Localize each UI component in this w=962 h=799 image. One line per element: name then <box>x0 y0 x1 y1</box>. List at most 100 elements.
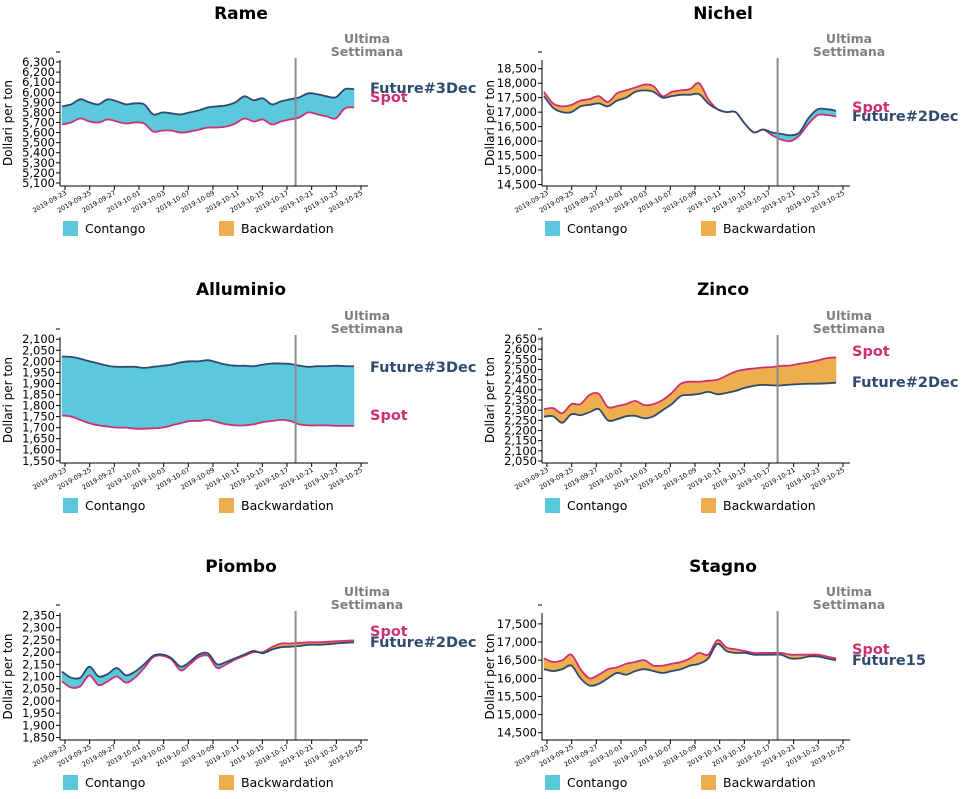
spread-segment <box>89 360 99 426</box>
y-tick-label: 1,550 <box>22 454 55 468</box>
spot-series-label: Spot <box>852 344 890 360</box>
y-tick-label: 2,200 <box>504 423 537 437</box>
spread-segment <box>180 112 191 133</box>
y-axis-label: Dollari per ton <box>1 357 15 443</box>
legend-contango-swatch <box>63 775 78 790</box>
y-tick-label: 2,100 <box>504 444 537 458</box>
spot-line <box>61 639 355 689</box>
y-tick-label: 1,800 <box>22 399 55 413</box>
spread-segment <box>89 101 99 123</box>
week-label-line1: Ultima <box>826 308 872 323</box>
y-tick-label: 17,000 <box>497 635 537 649</box>
spread-segment <box>753 367 764 387</box>
y-tick-label: 17,500 <box>497 91 537 105</box>
future-series-label: Future#2Dec <box>852 109 958 125</box>
y-tick-label: 15,500 <box>497 149 537 163</box>
spread-segment <box>298 365 309 426</box>
legend-contango-label: Contango <box>567 775 627 790</box>
y-tick-label: 16,000 <box>497 671 537 685</box>
future-line <box>543 642 837 687</box>
week-label-line1: Ultima <box>826 31 872 46</box>
y-tick-label: 1,750 <box>22 410 55 424</box>
y-tick-label: 2,250 <box>22 633 55 647</box>
y-tick-label: 2,100 <box>22 332 55 346</box>
y-tick-label: 6,300 <box>22 55 55 69</box>
spread-segment <box>116 366 127 428</box>
future-series-label: Future#2Dec <box>370 635 476 651</box>
y-tick-label: 5,900 <box>22 95 55 109</box>
spread-segment <box>198 359 209 422</box>
y-tick-label: 1,900 <box>22 376 55 390</box>
spread-segment <box>253 364 264 425</box>
spread-fills <box>543 639 837 687</box>
y-tick-label: 15,000 <box>497 163 537 177</box>
y-tick-label: 5,300 <box>22 156 55 170</box>
future-line <box>543 381 837 424</box>
spread-segment <box>61 356 72 417</box>
spread-segment <box>207 106 218 128</box>
spread-segment <box>344 365 355 427</box>
legend-backwardation-swatch <box>219 498 234 513</box>
y-tick-label: 2,450 <box>504 373 537 387</box>
y-tick-label: 5,200 <box>22 166 55 180</box>
legend-backwardation-swatch <box>219 775 234 790</box>
week-label-line2: Settimana <box>331 597 404 612</box>
future-series-label: Future#3Dec <box>370 360 476 376</box>
chart-title: Rame <box>214 4 268 24</box>
y-tick-label: 16,500 <box>497 120 537 134</box>
chart-title: Stagno <box>689 557 757 577</box>
spread-segment <box>134 103 145 124</box>
chart-nichel: NichelUltimaSettimana14,50015,00015,5001… <box>483 4 958 236</box>
spread-segment <box>79 358 90 424</box>
y-tick-label: 18,000 <box>497 76 537 90</box>
y-tick-label: 1,900 <box>22 718 55 732</box>
y-tick-label: 1,950 <box>22 365 55 379</box>
spread-segment <box>225 364 236 426</box>
spread-segment <box>308 365 318 426</box>
spot-line <box>543 356 837 415</box>
legend-backwardation-label: Backwardation <box>723 498 816 513</box>
y-tick-label: 5,500 <box>22 136 55 150</box>
spread-fills <box>61 640 355 689</box>
y-tick-label: 1,850 <box>22 387 55 401</box>
y-axis-label: Dollari per ton <box>1 80 15 166</box>
legend-contango-label: Contango <box>85 498 145 513</box>
y-tick-label: 2,550 <box>504 352 537 366</box>
spread-segment <box>253 97 264 122</box>
spread-segment <box>171 113 181 133</box>
y-tick-label: 1,950 <box>22 706 55 720</box>
spread-segment <box>189 361 200 422</box>
spread-segment <box>216 105 227 128</box>
spot-line <box>61 106 355 134</box>
y-tick-label: 6,200 <box>22 65 55 79</box>
future-series-label: Future#2Dec <box>852 375 958 391</box>
week-label-line1: Ultima <box>344 584 390 599</box>
legend-backwardation-swatch <box>219 221 234 236</box>
y-tick-label: 15,500 <box>497 689 537 703</box>
spread-segment <box>125 366 136 430</box>
legend-backwardation-label: Backwardation <box>723 221 816 236</box>
y-tick-label: 2,050 <box>22 343 55 357</box>
legend-backwardation-label: Backwardation <box>241 775 334 790</box>
y-tick-label: 5,700 <box>22 115 55 129</box>
y-axis-label: Dollari per ton <box>483 80 497 166</box>
y-tick-label: 2,100 <box>22 670 55 684</box>
y-tick-label: 2,650 <box>504 332 537 346</box>
legend-backwardation-swatch <box>701 221 716 236</box>
y-tick-label: 14,500 <box>497 178 537 192</box>
legend-contango-swatch <box>545 498 560 513</box>
legend-contango-swatch <box>545 775 560 790</box>
chart-title: Zinco <box>697 280 749 300</box>
spread-segment <box>598 392 609 422</box>
spread-segment <box>698 82 709 105</box>
legend-backwardation-label: Backwardation <box>723 775 816 790</box>
legend-backwardation-label: Backwardation <box>241 221 334 236</box>
spread-segment <box>180 360 191 424</box>
y-tick-label: 15,000 <box>497 708 537 722</box>
spread-segment <box>171 362 181 426</box>
spread-segment <box>317 93 327 117</box>
y-tick-label: 2,300 <box>22 621 55 635</box>
legend-contango-label: Contango <box>85 221 145 236</box>
